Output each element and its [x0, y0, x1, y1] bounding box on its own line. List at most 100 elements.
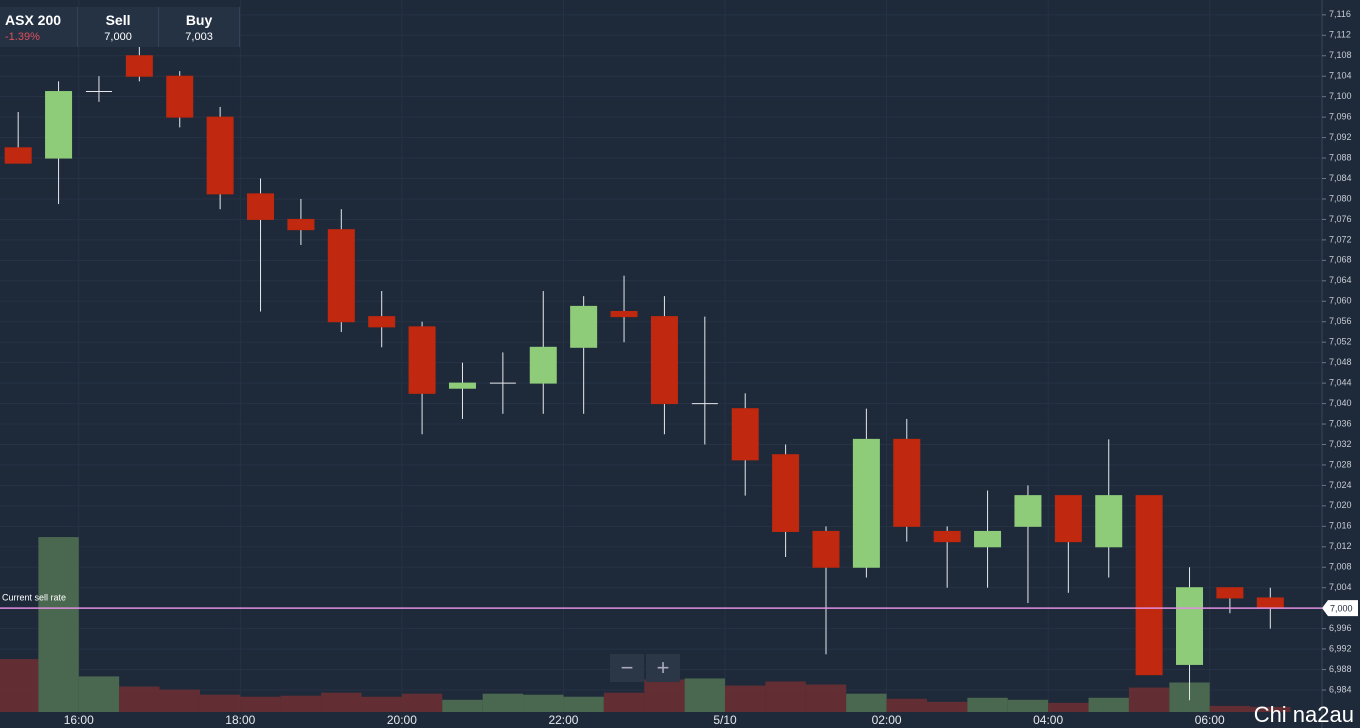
- volume-bar: [603, 692, 645, 712]
- candle-body: [1256, 597, 1284, 609]
- y-tick-label: 7,008: [1329, 562, 1352, 572]
- volume-bar: [482, 693, 524, 712]
- candle-body: [812, 530, 840, 568]
- volume-bar: [1128, 687, 1170, 712]
- change: -1.39%: [5, 31, 40, 43]
- volume-bar: [1048, 702, 1089, 712]
- y-tick-label: 7,100: [1329, 91, 1352, 101]
- symbol: ASX 200: [5, 12, 62, 28]
- x-tick-label: 06:00: [1195, 713, 1225, 727]
- y-tick-label: 7,108: [1329, 50, 1352, 60]
- x-tick-label: 16:00: [64, 713, 94, 727]
- candle-body: [206, 116, 234, 195]
- candle-body: [1054, 495, 1082, 543]
- zoom-out[interactable]: −: [610, 654, 644, 682]
- candle-body: [4, 147, 32, 164]
- y-tick-label: 7,068: [1329, 255, 1352, 265]
- y-tick-label: 7,012: [1329, 541, 1352, 551]
- y-tick-label: 7,092: [1329, 132, 1352, 142]
- volume-bar: [846, 693, 887, 712]
- y-tick-label: 7,020: [1329, 500, 1352, 510]
- volume-bar: [725, 685, 766, 712]
- candle-body: [1095, 495, 1123, 548]
- volume-bar: [523, 694, 564, 712]
- candle-body: [650, 316, 678, 405]
- sell-price: 7,000: [104, 31, 132, 43]
- y-tick-label: 7,016: [1329, 521, 1352, 531]
- volume-bar: [119, 686, 160, 712]
- x-tick-label: 18:00: [225, 713, 255, 727]
- volume-bar: [805, 684, 847, 712]
- volume-bar: [199, 694, 241, 712]
- candle-body: [731, 408, 759, 461]
- candle-body: [448, 382, 476, 389]
- quote-header: ASX 200 -1.39% Sell 7,000 Buy 7,003: [0, 7, 241, 47]
- candle-body: [125, 55, 153, 77]
- y-tick-label: 7,048: [1329, 357, 1352, 367]
- buy-cell[interactable]: Buy 7,003: [159, 7, 241, 47]
- candle-body: [247, 193, 275, 220]
- volume-bar: [321, 692, 362, 712]
- y-tick-label: 6,992: [1329, 643, 1352, 653]
- y-tick-label: 7,032: [1329, 439, 1352, 449]
- y-tick-label: 7,056: [1329, 316, 1352, 326]
- candle-body: [529, 346, 557, 384]
- candle-body: [1176, 587, 1204, 665]
- x-tick-label: 02:00: [872, 713, 902, 727]
- candle-body: [45, 91, 73, 159]
- candle-body: [974, 530, 1002, 548]
- volume-bar: [159, 689, 200, 712]
- candle-body: [1014, 495, 1042, 527]
- volume-bar: [765, 681, 806, 712]
- zoom-controls: − +: [610, 654, 682, 682]
- y-tick-label: 7,076: [1329, 214, 1352, 224]
- candle-body: [287, 218, 315, 231]
- y-tick-label: 7,036: [1329, 418, 1352, 428]
- volume-bar: [1209, 705, 1251, 712]
- y-tick-label: 6,996: [1329, 623, 1352, 633]
- y-tick-label: 7,040: [1329, 398, 1352, 408]
- y-tick-label: 7,116: [1329, 9, 1351, 19]
- candle-body: [893, 438, 921, 527]
- candle-body: [1135, 495, 1163, 676]
- y-tick-label: 7,052: [1329, 337, 1352, 347]
- sell-cell[interactable]: Sell 7,000: [78, 7, 160, 47]
- y-tick-label: 7,112: [1329, 30, 1351, 40]
- x-tick-label: 5/10: [713, 713, 737, 727]
- volume-bar: [0, 659, 39, 712]
- y-tick-label: 7,004: [1329, 582, 1352, 592]
- volume-bar: [886, 698, 927, 712]
- y-tick-label: 7,088: [1329, 152, 1352, 162]
- candle-body: [852, 438, 880, 568]
- buy-label: Buy: [185, 12, 213, 28]
- volume-bar: [280, 695, 322, 712]
- y-tick-label: 6,988: [1329, 664, 1352, 674]
- current-rate-text: Current sell rate: [2, 593, 66, 603]
- candle-body: [368, 316, 396, 328]
- candle-body: [772, 454, 800, 532]
- y-tick-label: 7,024: [1329, 480, 1352, 490]
- volume-bar: [967, 697, 1008, 712]
- volume-bar: [240, 696, 281, 712]
- volume-bar: [78, 676, 120, 712]
- buy-price: 7,003: [185, 31, 213, 43]
- x-tick-label: 22:00: [548, 713, 578, 727]
- volume-bar: [1250, 706, 1291, 712]
- candle-body: [327, 229, 355, 323]
- y-tick-label: 7,072: [1329, 234, 1352, 244]
- y-tick-label: 7,044: [1329, 377, 1352, 387]
- current-rate-tag: [1322, 600, 1358, 617]
- volume-bar: [684, 678, 726, 712]
- symbol-cell: ASX 200 -1.39%: [0, 7, 79, 47]
- y-tick-label: 6,984: [1329, 684, 1352, 694]
- volume-bar: [926, 701, 968, 712]
- volume-bar: [361, 696, 402, 712]
- y-tick-label: 7,104: [1329, 71, 1352, 81]
- y-tick-label: 7,064: [1329, 275, 1352, 285]
- zoom-in[interactable]: +: [646, 654, 680, 682]
- watermark: Chi na2au: [1253, 702, 1354, 727]
- volume-bar: [1088, 697, 1129, 712]
- y-tick-label: 7,028: [1329, 459, 1352, 469]
